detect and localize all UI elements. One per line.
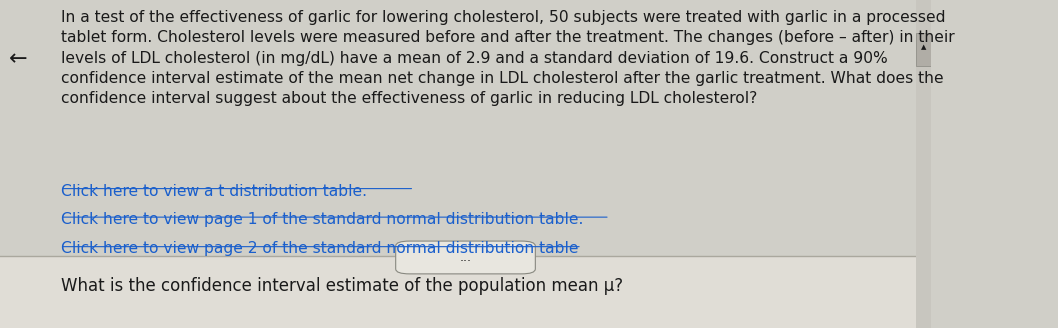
- FancyBboxPatch shape: [916, 0, 931, 328]
- Text: Click here to view page 1 of the standard normal distribution table.: Click here to view page 1 of the standar…: [60, 212, 583, 227]
- Text: ←: ←: [10, 49, 28, 69]
- FancyBboxPatch shape: [396, 241, 535, 274]
- FancyBboxPatch shape: [916, 33, 931, 66]
- Text: ...: ...: [459, 251, 472, 264]
- FancyBboxPatch shape: [0, 256, 931, 328]
- Text: What is the confidence interval estimate of the population mean μ?: What is the confidence interval estimate…: [60, 277, 623, 295]
- Text: Click here to view a t distribution table.: Click here to view a t distribution tabl…: [60, 184, 366, 199]
- Text: In a test of the effectiveness of garlic for lowering cholesterol, 50 subjects w: In a test of the effectiveness of garlic…: [60, 10, 954, 107]
- Text: Click here to view page 2 of the standard normal distribution table: Click here to view page 2 of the standar…: [60, 241, 578, 256]
- Text: ▲: ▲: [920, 45, 926, 51]
